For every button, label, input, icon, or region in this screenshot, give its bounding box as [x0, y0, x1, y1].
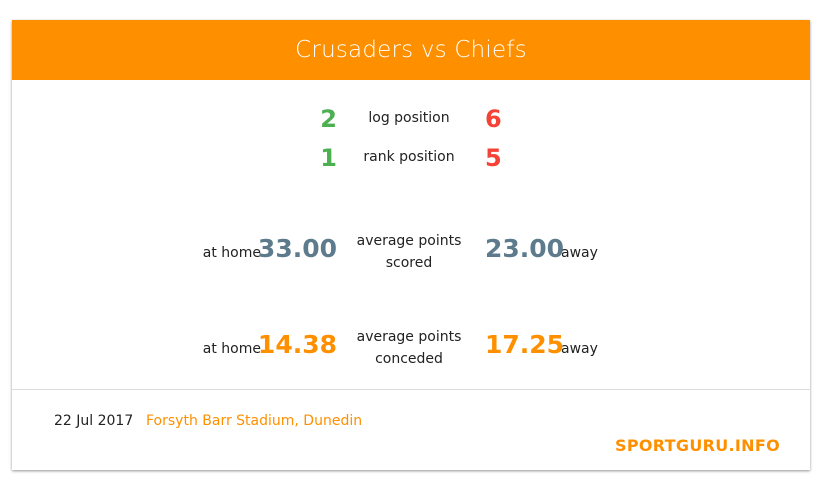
scored-away-label: away — [561, 245, 598, 261]
points-conceded-label-line1: average points — [356, 329, 462, 345]
away-rank-position: 5 — [485, 144, 502, 172]
match-card: Crusaders vs Chiefs 2 log position 6 1 r… — [12, 20, 810, 470]
points-scored-row: at home 33.00 average points scored 23.0… — [12, 230, 810, 280]
log-position-row: 2 log position 6 — [12, 102, 810, 138]
scored-home-label: at home — [202, 245, 261, 261]
match-header: Crusaders vs Chiefs — [12, 20, 810, 80]
match-title: Crusaders vs Chiefs — [295, 37, 527, 63]
log-position-label: log position — [368, 110, 450, 126]
away-points-scored: 23.00 — [485, 234, 565, 263]
points-conceded-label: average points conceded — [349, 326, 469, 370]
points-scored-label-line1: average points — [356, 233, 462, 249]
match-stats: 2 log position 6 1 rank position 5 at ho… — [12, 80, 810, 390]
brand-link[interactable]: SPORTGURU.INFO — [615, 436, 780, 455]
home-log-position: 2 — [320, 105, 337, 133]
rank-position-row: 1 rank position 5 — [12, 141, 810, 177]
match-date: 22 Jul 2017 — [54, 413, 134, 429]
points-conceded-label-line2: conceded — [375, 351, 443, 367]
home-points-conceded: 14.38 — [257, 330, 337, 359]
home-points-scored: 33.00 — [257, 234, 337, 263]
points-conceded-row: at home 14.38 average points conceded 17… — [12, 326, 810, 376]
footer-divider — [12, 389, 810, 390]
conceded-home-label: at home — [202, 341, 261, 357]
away-log-position: 6 — [485, 105, 502, 133]
home-rank-position: 1 — [320, 144, 337, 172]
match-venue[interactable]: Forsyth Barr Stadium, Dunedin — [146, 413, 363, 429]
points-scored-label: average points scored — [349, 230, 469, 274]
away-points-conceded: 17.25 — [485, 330, 565, 359]
points-scored-label-line2: scored — [385, 255, 433, 271]
conceded-away-label: away — [561, 341, 598, 357]
rank-position-label: rank position — [363, 149, 455, 165]
